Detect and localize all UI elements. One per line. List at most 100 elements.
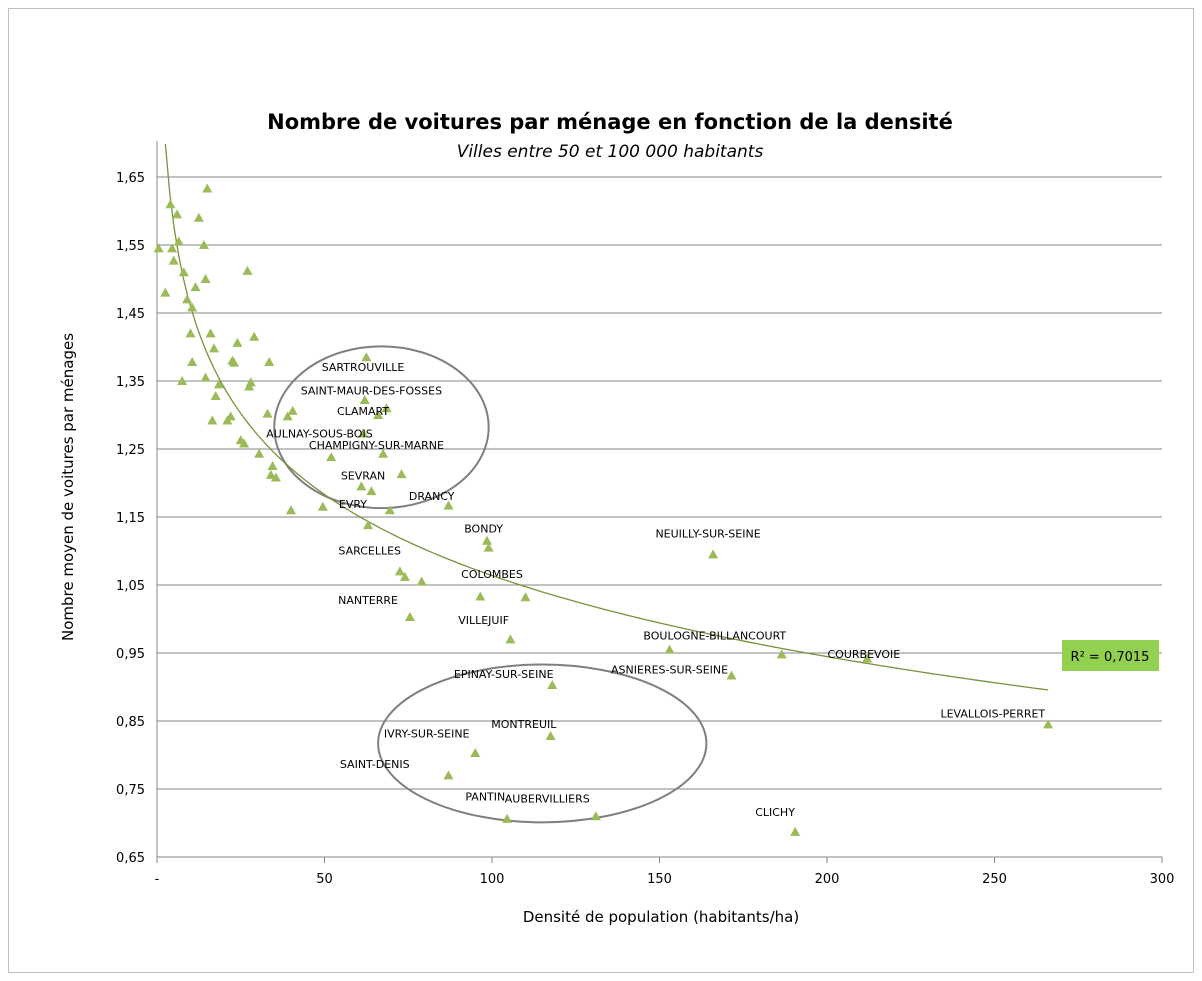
y-tick-label: 1,35: [116, 375, 145, 390]
x-tick-label: 200: [815, 872, 840, 887]
point-label: VILLEJUIF: [458, 614, 509, 627]
data-point: [505, 634, 516, 644]
data-point: [182, 294, 193, 304]
point-label: BOULOGNE-BILLANCOURT: [643, 629, 786, 642]
x-tick-label: -: [155, 872, 160, 887]
data-point: [167, 243, 178, 253]
data-point: [229, 357, 240, 367]
data-point: [177, 376, 188, 385]
data-point: [317, 501, 328, 511]
point-label: NEUILLY-SUR-SEINE: [655, 527, 760, 540]
data-point: [590, 811, 601, 821]
point-label: CLAMART: [337, 405, 389, 418]
data-point: [187, 302, 198, 312]
point-label: SARTROUVILLE: [322, 361, 405, 374]
data-point: [210, 390, 221, 400]
r2-box: [1062, 640, 1159, 671]
gridlines: [157, 176, 1162, 858]
cluster-ellipse: [273, 345, 490, 510]
data-point: [381, 403, 392, 413]
data-point: [208, 343, 219, 353]
point-label: SEVRAN: [341, 470, 385, 483]
point-label: COURBEVOIE: [827, 648, 900, 661]
r2-label: R² = 0,7015: [1071, 650, 1150, 665]
x-axis-label: Densité de population (habitants/ha): [523, 908, 799, 926]
cluster-ellipse: [377, 663, 708, 824]
data-point: [378, 448, 389, 458]
data-point: [242, 265, 253, 275]
point-label: ASNIERES-SUR-SEINE: [611, 663, 728, 676]
point-label: AUBERVILLIERS: [505, 793, 590, 806]
point-label: CHAMPIGNY-SUR-MARNE: [309, 439, 444, 452]
data-point: [190, 282, 201, 292]
data-point: [185, 328, 196, 338]
y-tick-label: 0,95: [116, 647, 145, 662]
data-point: [205, 328, 216, 338]
point-label: SAINT-MAUR-DES-FOSSES: [301, 385, 442, 398]
data-point: [270, 472, 281, 482]
data-point: [373, 410, 384, 419]
data-point: [193, 212, 204, 222]
data-point: [396, 469, 407, 479]
data-point: [187, 356, 198, 366]
data-point: [726, 670, 737, 680]
ellipses: [273, 345, 708, 824]
data-point: [708, 549, 719, 559]
data-point: [776, 649, 787, 659]
axes: [156, 141, 1163, 863]
point-label: MONTREUIL: [491, 718, 557, 731]
data-point: [178, 267, 189, 277]
y-tick-label: 1,25: [116, 443, 145, 458]
chart-title: Nombre de voitures par ménage en fonctio…: [267, 110, 953, 134]
y-tick-label: 1,65: [116, 171, 145, 186]
data-point: [239, 438, 250, 448]
data-point: [202, 183, 213, 193]
y-tick-label: 0,65: [116, 851, 145, 866]
data-point: [232, 337, 243, 347]
data-point: [664, 644, 675, 654]
data-point: [502, 813, 513, 823]
point-label: DRANCY: [409, 490, 455, 503]
y-tick-label: 0,75: [116, 783, 145, 798]
point-labels: SARTROUVILLE SAINT-MAUR-DES-FOSSES CLAMART…: [266, 361, 1045, 819]
y-tick-label: 1,55: [116, 239, 145, 254]
data-point: [245, 377, 256, 387]
data-point: [282, 411, 293, 421]
data-point: [790, 826, 801, 836]
y-axis-label: Nombre moyen de voitures par ménages: [59, 333, 77, 641]
data-point: [1043, 719, 1054, 729]
data-point: [225, 411, 236, 421]
data-point: [200, 274, 211, 283]
data-point: [213, 379, 224, 389]
data-point: [361, 352, 372, 362]
data-point: [483, 542, 494, 552]
data-point: [200, 372, 211, 382]
y-tick-label: 1,45: [116, 307, 145, 322]
r2-badge: R² = 0,7015: [1062, 640, 1159, 671]
data-point: [443, 770, 454, 780]
point-label: SARCELLES: [338, 544, 401, 557]
point-label: LEVALLOIS-PERRET: [940, 708, 1045, 721]
point-label: IVRY-SUR-SEINE: [384, 727, 470, 740]
x-tick-label: 150: [647, 872, 672, 887]
x-tick-label: 50: [316, 872, 333, 887]
point-label: COLOMBES: [461, 568, 523, 581]
data-point: [416, 576, 427, 586]
data-point: [443, 500, 454, 510]
data-point: [264, 356, 275, 366]
data-point: [198, 240, 209, 249]
chart-frame: [8, 8, 1194, 973]
data-point: [358, 428, 369, 438]
data-point: [520, 592, 531, 602]
y-tick-label: 0,85: [116, 715, 145, 730]
data-point: [475, 591, 486, 601]
data-point: [547, 679, 558, 689]
data-point: [404, 611, 415, 621]
x-tick-label: 100: [480, 872, 505, 887]
data-point: [168, 255, 179, 265]
data-point: [165, 199, 176, 209]
data-point: [384, 505, 395, 515]
data-point: [394, 566, 405, 576]
chart-subtitle: Villes entre 50 et 100 000 habitants: [457, 142, 764, 162]
